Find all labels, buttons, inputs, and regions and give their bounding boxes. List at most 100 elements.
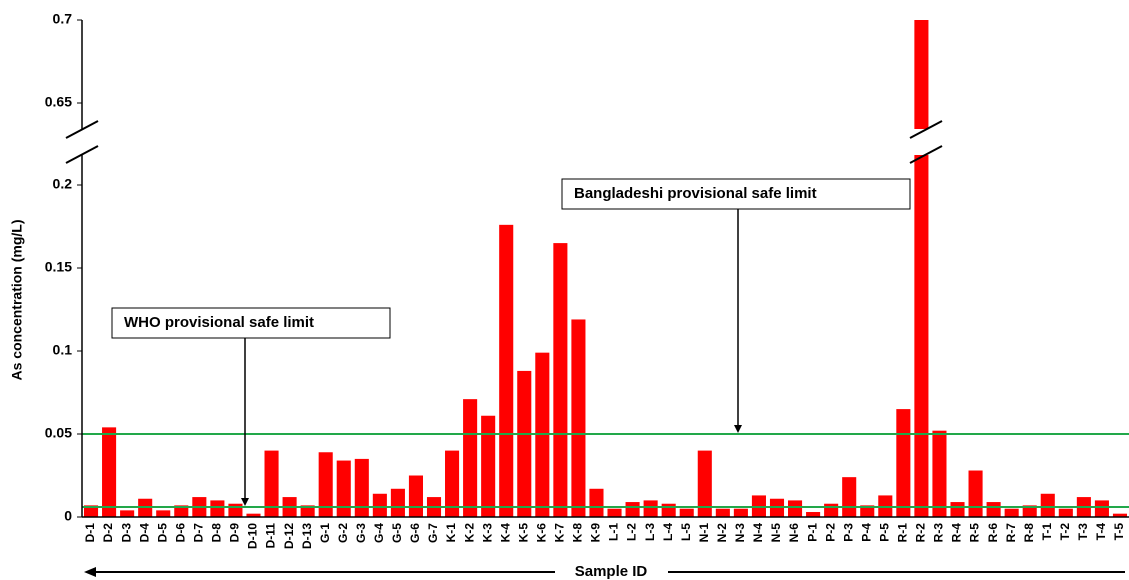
x-tick-label: T-5 xyxy=(1112,523,1126,541)
bar xyxy=(824,503,839,517)
x-tick-label: G-3 xyxy=(354,523,368,543)
axis-break-gap xyxy=(905,129,945,155)
bar xyxy=(372,493,387,517)
x-tick-label: P-3 xyxy=(841,523,855,542)
bar xyxy=(806,512,821,517)
x-tick-label: G-4 xyxy=(372,523,386,543)
bar xyxy=(842,477,857,517)
x-tick-label: T-1 xyxy=(1040,523,1054,541)
bar xyxy=(445,450,460,517)
x-tick-label: K-3 xyxy=(480,523,494,543)
x-tick-label: T-4 xyxy=(1094,523,1108,541)
x-tick-label: R-3 xyxy=(932,523,946,543)
bar xyxy=(589,488,604,517)
x-tick-label: P-2 xyxy=(823,523,837,542)
x-tick-label: N-3 xyxy=(733,523,747,543)
x-tick-label: D-13 xyxy=(300,523,314,549)
bar xyxy=(986,502,1001,517)
x-tick-label: G-5 xyxy=(390,523,404,543)
x-tick-label: D-1 xyxy=(83,523,97,543)
break-mark xyxy=(65,145,99,164)
y-tick-label: 0.2 xyxy=(53,176,73,192)
x-tick-label: K-8 xyxy=(571,523,585,543)
x-tick-label: G-1 xyxy=(318,523,332,543)
y-tick-label: 0.65 xyxy=(45,94,72,110)
x-tick-label: D-9 xyxy=(228,523,242,543)
arrow-head xyxy=(84,567,96,577)
bar xyxy=(860,505,875,517)
x-tick-label: D-12 xyxy=(282,523,296,549)
x-tick-label: R-1 xyxy=(896,523,910,543)
x-tick-label: D-7 xyxy=(192,523,206,543)
annotation-box xyxy=(111,307,391,339)
y-tick-label: 0.15 xyxy=(45,259,72,275)
y-tick-label: 0.1 xyxy=(53,342,73,358)
bar xyxy=(661,503,676,517)
bar xyxy=(336,460,351,517)
bar xyxy=(481,415,496,517)
bar xyxy=(607,508,622,517)
bar xyxy=(517,370,532,517)
bar xyxy=(968,470,983,517)
annotation-text: WHO provisional safe limit xyxy=(124,314,314,331)
bar xyxy=(733,508,748,517)
x-tick-label: P-1 xyxy=(805,523,819,542)
bar xyxy=(174,505,189,517)
bar xyxy=(1094,500,1109,517)
x-tick-label: D-6 xyxy=(173,523,187,543)
bar xyxy=(499,224,514,517)
bar xyxy=(228,503,243,517)
x-tick-label: G-6 xyxy=(408,523,422,543)
x-tick-label: N-4 xyxy=(751,523,765,543)
x-tick-label: D-8 xyxy=(210,523,224,543)
bar xyxy=(950,502,965,517)
bar xyxy=(932,430,947,517)
annotation-box xyxy=(561,178,911,210)
bar xyxy=(120,510,135,517)
x-tick-label: N-2 xyxy=(715,523,729,543)
x-tick-label: K-9 xyxy=(589,523,603,543)
bar xyxy=(210,500,225,517)
x-tick-label: D-4 xyxy=(137,523,151,543)
annotation-text: Bangladeshi provisional safe limit xyxy=(574,185,817,202)
bar xyxy=(156,510,171,517)
x-tick-label: K-2 xyxy=(462,523,476,543)
bar xyxy=(896,409,911,517)
arrow-head xyxy=(241,498,249,507)
x-tick-label: R-8 xyxy=(1022,523,1036,543)
y-tick-label: 0.05 xyxy=(45,425,72,441)
bar xyxy=(1040,493,1055,517)
x-tick-label: T-2 xyxy=(1058,523,1072,541)
bar xyxy=(571,319,586,517)
x-tick-label: L-2 xyxy=(625,523,639,541)
bar xyxy=(246,513,261,517)
x-tick-label: P-5 xyxy=(877,523,891,542)
x-tick-label: N-1 xyxy=(697,523,711,543)
x-tick-label: N-5 xyxy=(769,523,783,543)
x-tick-label: R-5 xyxy=(968,523,982,543)
y-tick-label: 0 xyxy=(64,508,72,524)
x-tick-label: G-7 xyxy=(426,523,440,543)
x-tick-label: R-6 xyxy=(986,523,1000,543)
bar xyxy=(1004,508,1019,517)
bar xyxy=(408,475,423,517)
x-tick-label: N-6 xyxy=(787,523,801,543)
x-tick-label: T-3 xyxy=(1076,523,1090,541)
x-tick-label: L-1 xyxy=(607,523,621,541)
x-tick-label: K-4 xyxy=(498,523,512,543)
bar xyxy=(643,500,658,517)
x-tick-label: K-7 xyxy=(553,523,567,543)
x-axis-title: Sample ID xyxy=(575,563,648,580)
bar xyxy=(102,427,117,517)
x-tick-label: K-1 xyxy=(444,523,458,543)
x-tick-label: G-2 xyxy=(336,523,350,543)
x-tick-label: R-2 xyxy=(914,523,928,543)
bar xyxy=(914,20,929,517)
x-tick-label: K-6 xyxy=(534,523,548,543)
x-tick-label: D-11 xyxy=(264,523,278,549)
x-tick-label: P-4 xyxy=(859,523,873,542)
axis-break-gap xyxy=(60,130,105,156)
bar xyxy=(1112,513,1128,517)
